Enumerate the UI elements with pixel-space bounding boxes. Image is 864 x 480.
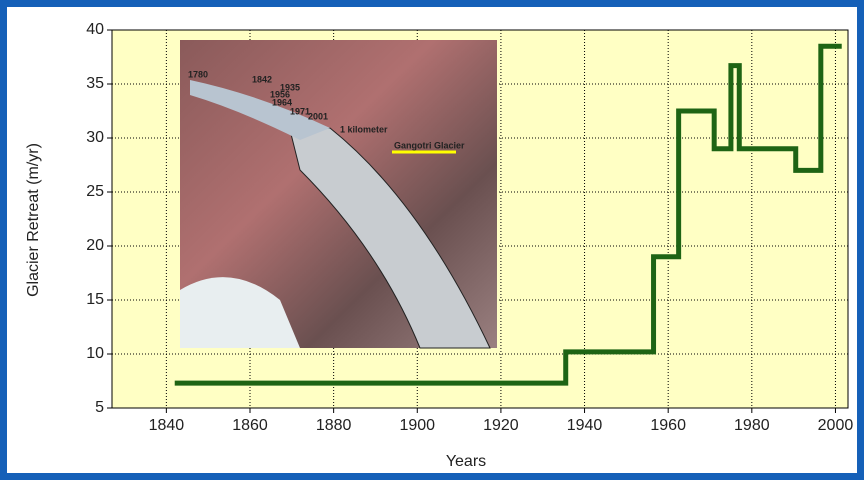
x-tick-label: 1960 (650, 417, 686, 434)
y-tick-label: 35 (86, 75, 104, 92)
y-tick-label: 5 (95, 399, 104, 416)
x-tick-label: 1980 (734, 417, 770, 434)
x-tick-label: 1900 (399, 417, 435, 434)
x-tick-label: 1920 (483, 417, 519, 434)
frame: Years Glacier Retreat (m/yr) 5 10 15 20 25 30… (0, 0, 864, 480)
y-axis-title: Glacier Retreat (m/yr) (25, 143, 42, 297)
inset-label: Gangotri Glacier (394, 140, 465, 150)
y-tick-label: 15 (86, 291, 104, 308)
inset-label: 2001 (308, 111, 328, 121)
x-tick-label: 2000 (818, 417, 854, 434)
y-tick-label: 40 (86, 21, 104, 38)
y-tick-label: 25 (86, 183, 104, 200)
x-tick-label: 1840 (149, 417, 185, 434)
x-axis-title: Years (446, 453, 486, 470)
y-tick-label: 30 (86, 129, 104, 146)
inset-label: 1 kilometer (340, 124, 388, 134)
x-tick-label: 1940 (567, 417, 603, 434)
inset-label: 1842 (252, 74, 272, 84)
y-tick-label: 10 (86, 345, 104, 362)
x-tick-label: 1860 (232, 417, 268, 434)
inset-label: 1780 (188, 69, 208, 79)
y-tick-label: 20 (86, 237, 104, 254)
x-tick-label: 1880 (316, 417, 352, 434)
chart: Years Glacier Retreat (m/yr) 5 10 15 20 25 30… (7, 7, 857, 473)
